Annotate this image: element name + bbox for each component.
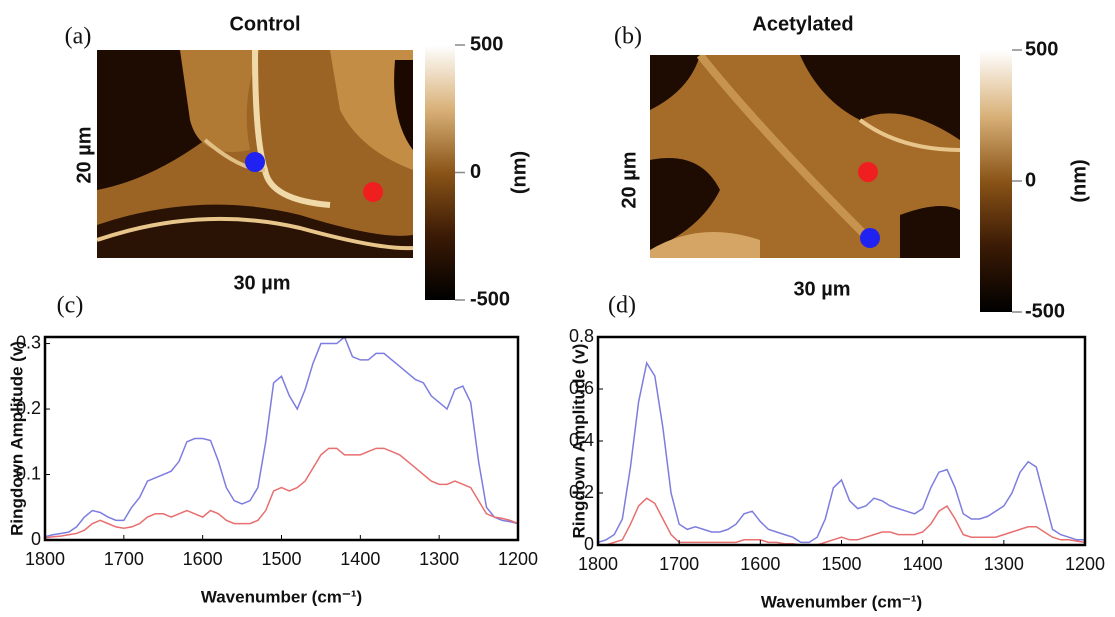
afm-image [650, 55, 960, 258]
y-axis-label: Ringdown Amplitude (v) [569, 344, 588, 539]
y-tick-label: 0.2 [16, 398, 41, 418]
image-title: Control [229, 13, 300, 35]
y-tick-label: 0 [31, 529, 41, 549]
panel-label: (b) [614, 24, 642, 50]
panel-label: (c) [57, 293, 84, 319]
colorbar-tick-label: -500 [1025, 300, 1065, 322]
x-tick-label: 1400 [903, 554, 943, 574]
x-tick-label: 1500 [261, 549, 301, 569]
spectrum-line [597, 361, 1085, 544]
colorbar-tick-label: 500 [1025, 38, 1058, 60]
x-tick-label: 1700 [659, 554, 699, 574]
panel-label: (d) [608, 293, 636, 319]
y-tick-label: 0.2 [569, 482, 594, 502]
y-tick-label: 0.1 [16, 463, 41, 483]
x-tick-label: 1500 [821, 554, 861, 574]
colorbar [980, 50, 1012, 312]
y-tick-label: 0.6 [569, 378, 594, 398]
colorbar-tick-label: -500 [470, 288, 510, 310]
x-axis-label: Wavenumber (cm⁻¹) [761, 592, 922, 611]
x-tick-label: 1300 [419, 549, 459, 569]
image-title: Acetylated [752, 13, 853, 35]
height-label: 20 µm [73, 126, 95, 183]
colorbar-tick-label: 0 [1025, 169, 1036, 191]
y-tick-label: 0.4 [569, 430, 594, 450]
x-tick-label: 1400 [340, 549, 380, 569]
colorbar-unit: (nm) [508, 151, 530, 194]
x-tick-label: 1600 [740, 554, 780, 574]
spectrum-line [44, 335, 519, 538]
spectrum-line [44, 447, 519, 539]
spectrum-line [598, 497, 1086, 546]
x-tick-label: 1800 [578, 554, 618, 574]
x-tick-label: 1800 [25, 549, 65, 569]
y-tick-label: 0.8 [569, 326, 594, 346]
y-tick-label: 0 [584, 534, 594, 554]
colorbar [425, 45, 455, 300]
y-axis-label: Ringdown Amplitude (v) [7, 341, 26, 536]
width-label: 30 µm [233, 272, 290, 294]
x-tick-label: 1700 [104, 549, 144, 569]
plot-frame [43, 335, 520, 542]
plot-frame [596, 335, 1087, 547]
x-axis-label: Wavenumber (cm⁻¹) [201, 587, 362, 606]
afm-image [97, 50, 413, 258]
colorbar-tick-label: 0 [470, 161, 481, 183]
x-tick-label: 1200 [1065, 554, 1105, 574]
colorbar-unit: (nm) [1068, 159, 1090, 202]
colorbar-tick-label: 500 [470, 33, 503, 55]
x-tick-label: 1600 [183, 549, 223, 569]
x-tick-label: 1300 [984, 554, 1024, 574]
panel-label: (a) [65, 24, 92, 50]
height-label: 20 µm [618, 151, 640, 208]
x-tick-label: 1200 [498, 549, 538, 569]
y-tick-label: 0.3 [16, 332, 41, 352]
width-label: 30 µm [793, 278, 850, 300]
